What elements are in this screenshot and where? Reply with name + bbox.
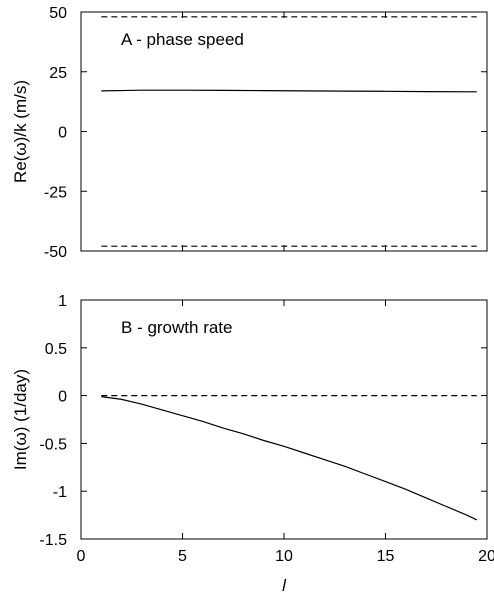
panel-a-phase-speed: -50 -25 0 25 50 A - phase speed Re(ω)/k (m/s): [11, 5, 488, 261]
y-tick-label: 50: [49, 5, 67, 22]
x-tick-label: 20: [478, 548, 494, 565]
x-tick-label: 10: [275, 548, 293, 565]
y-axis-label: Im(ω) (1/day): [11, 369, 30, 470]
y-tick-label: -1: [53, 484, 67, 501]
y-tick-label: -1.5: [39, 532, 67, 549]
y-tick-label: -50: [44, 244, 67, 261]
y-axis-label: Re(ω)/k (m/s): [11, 80, 30, 183]
y-tick-label: 0: [58, 125, 67, 142]
x-tick-label: 0: [77, 548, 86, 565]
panel-title: B - growth rate: [121, 318, 233, 337]
solid-series-line: [101, 89, 477, 93]
x-tick-label: 15: [377, 548, 395, 565]
y-tick-label: -25: [44, 184, 67, 201]
y-tick-label: 0: [58, 389, 67, 406]
solid-series-line: [101, 396, 478, 521]
y-tick-label: -0.5: [39, 436, 67, 453]
x-tick-label: 5: [178, 548, 187, 565]
x-axis-label: l: [282, 576, 287, 593]
y-tick-label: 25: [49, 65, 67, 82]
y-tick-label: 1: [58, 293, 67, 310]
panel-b-growth-rate: 0 5 10 15 20 -1.5 -1 -0.5 0 0.5 1 B - growth rate Im…: [11, 293, 494, 593]
y-tick-label: 0.5: [45, 341, 67, 358]
panel-title: A - phase speed: [121, 30, 244, 49]
